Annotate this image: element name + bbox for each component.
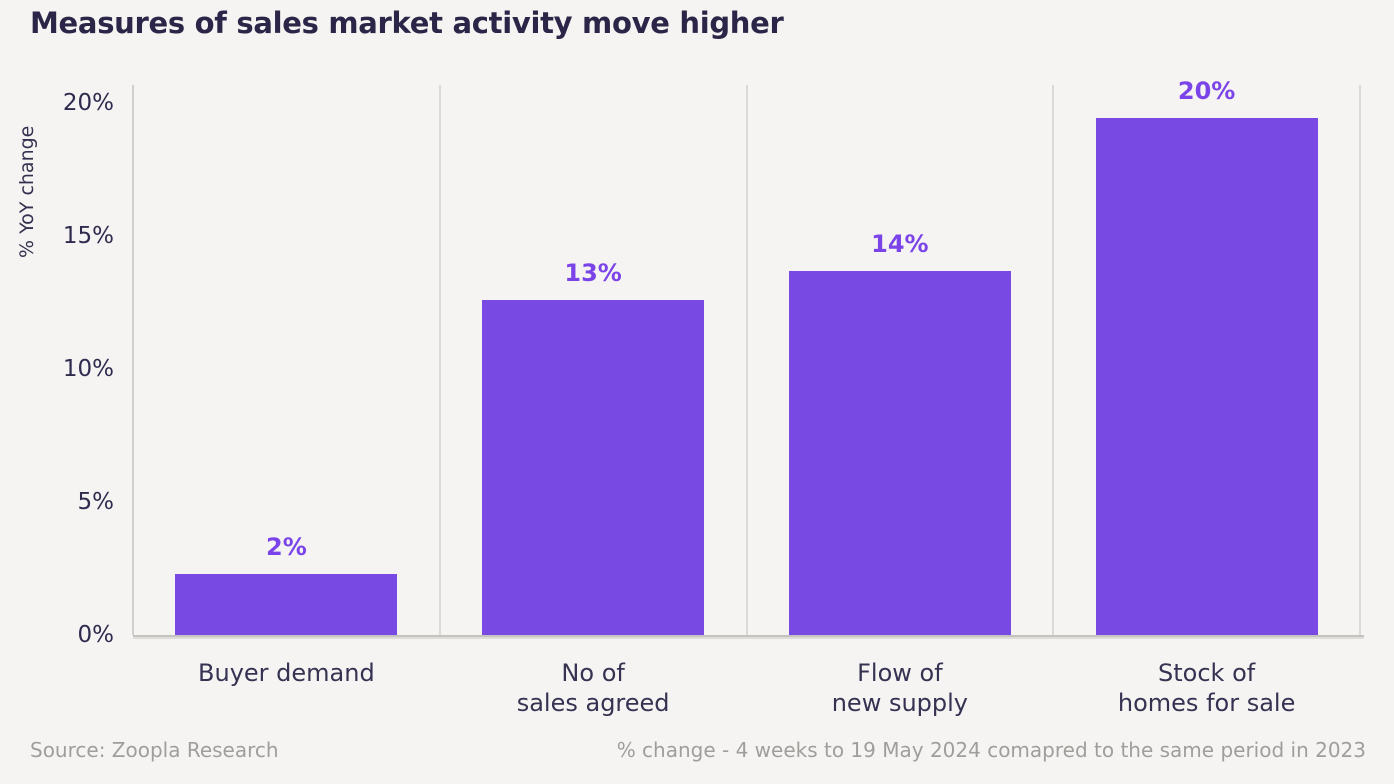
grid-separator [745, 85, 748, 635]
source-note: Source: Zoopla Research [30, 738, 279, 762]
category-label-line: homes for sale [1117, 689, 1296, 717]
y-axis-label: % YoY change [16, 125, 38, 258]
bar [482, 299, 705, 635]
bar-value-label: 13% [564, 258, 622, 287]
bar-value-label: 2% [266, 532, 307, 561]
category-label: Flow of new supply [740, 658, 1060, 718]
category-label: Stock of homes for sale [1047, 658, 1367, 718]
category-label: Buyer demand [126, 658, 446, 688]
grid-separator [1052, 85, 1055, 635]
category-label-line: No of [561, 659, 625, 687]
bar [1095, 117, 1318, 635]
y-tick-label: 10% [62, 356, 114, 382]
chart-title: Measures of sales market activity move h… [30, 6, 784, 40]
y-tick-label: 15% [62, 223, 114, 249]
bar-value-label: 20% [1177, 76, 1236, 105]
period-note: % change - 4 weeks to 19 May 2024 comapr… [616, 738, 1366, 762]
grid-separator [1359, 85, 1361, 635]
category-label-line: Stock of [1158, 659, 1256, 687]
category-label: No of sales agreed [433, 658, 753, 718]
y-tick-label: 5% [77, 489, 115, 515]
category-label-line: new supply [831, 689, 969, 717]
y-tick-label: 20% [62, 90, 114, 116]
category-label-line: Flow of [857, 659, 943, 687]
bar-value-label: 14% [871, 229, 929, 258]
grid-separator [438, 85, 441, 635]
y-tick-label: 0% [77, 622, 115, 648]
category-label-line: Buyer demand [198, 659, 375, 687]
y-axis-line [132, 85, 134, 635]
bar [788, 270, 1011, 635]
bar [175, 573, 398, 635]
x-axis-line [133, 635, 1364, 637]
category-label-line: sales agreed [516, 689, 670, 717]
